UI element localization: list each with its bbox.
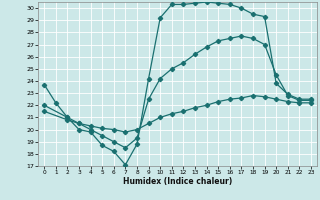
X-axis label: Humidex (Indice chaleur): Humidex (Indice chaleur) <box>123 177 232 186</box>
